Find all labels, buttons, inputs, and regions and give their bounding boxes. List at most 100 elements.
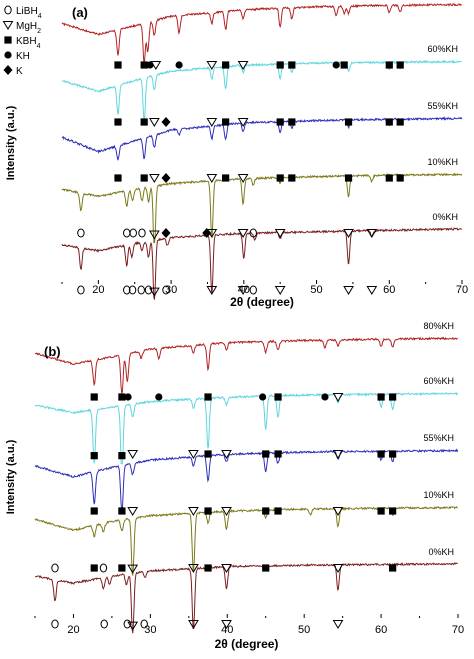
y-axis-label: Intensity (a.u.)	[5, 105, 17, 180]
peak-marker-square	[118, 507, 126, 515]
peak-marker-circle-open	[99, 563, 108, 573]
peak-marker-square	[377, 450, 385, 458]
peak-marker-diamond	[161, 228, 171, 238]
series-label: 60%KH	[423, 376, 454, 386]
peak-marker-circle	[155, 393, 163, 401]
peak-marker-triangle-open	[188, 620, 199, 629]
peak-marker-square	[262, 450, 270, 458]
legend-marker-triangle-open	[2, 21, 14, 30]
peak-marker-square	[140, 61, 148, 69]
peak-marker-square	[385, 61, 393, 69]
peak-marker-triangle-open	[188, 507, 199, 516]
peak-marker-square	[262, 507, 270, 515]
peak-marker-square	[389, 507, 397, 515]
peak-marker-triangle-open	[206, 174, 218, 183]
peak-marker-square	[288, 61, 296, 69]
legend-marker-circle	[4, 51, 12, 59]
peak-marker-triangle-open	[332, 564, 344, 573]
peak-marker-circle-open	[51, 563, 59, 573]
legend-label: KH	[16, 51, 30, 62]
peak-marker-square	[114, 174, 122, 182]
peak-marker-square	[288, 118, 296, 126]
peak-marker-square	[389, 450, 397, 458]
x-axis-label: 2θ (degree)	[230, 295, 294, 309]
peak-marker-triangle-open	[188, 450, 199, 459]
peak-marker-square	[204, 393, 212, 401]
x-tick-label: 40	[238, 284, 250, 296]
x-tick-label: 20	[92, 284, 104, 296]
peak-marker-diamond	[161, 117, 171, 127]
peak-marker-triangle-open	[332, 450, 344, 459]
peak-marker-square	[140, 174, 148, 182]
peak-marker-diamond	[161, 173, 171, 183]
series-10pct-kh: 10%KH	[61, 157, 463, 244]
peak-marker-circle-open	[162, 285, 170, 295]
peak-marker-square	[118, 452, 126, 460]
x-tick-label: 30	[165, 284, 177, 296]
peak-marker-triangle-open	[332, 507, 344, 516]
peak-marker-square	[385, 118, 393, 126]
peak-marker-square	[276, 118, 284, 126]
series-80pct-kh: 80%KH	[34, 321, 459, 402]
peak-marker-circle-open	[77, 228, 85, 238]
peak-marker-square	[222, 61, 230, 69]
peak-marker-circle-open	[77, 285, 85, 295]
legend-marker-square	[4, 36, 12, 44]
peak-marker-triangle-open	[206, 229, 218, 238]
peak-marker-triangle-open	[221, 620, 232, 629]
peak-marker-circle-open	[249, 285, 257, 295]
peak-marker-square	[90, 507, 98, 515]
peak-marker-circle-open	[128, 285, 137, 295]
legend-label-subscript: 2	[37, 28, 41, 35]
legend-label-subscript: 4	[37, 43, 41, 50]
peak-marker-circle-open	[123, 619, 131, 629]
peak-marker-square	[377, 507, 385, 515]
legend-label-subscript: 4	[38, 13, 42, 20]
peak-marker-square	[274, 393, 282, 401]
peak-marker-circle-open	[140, 619, 148, 629]
peak-marker-circle-open	[249, 228, 257, 238]
peak-marker-square	[90, 393, 98, 401]
peak-marker-triangle-open	[221, 507, 232, 516]
series-label: 60%KH	[427, 44, 458, 54]
peak-marker-triangle-open	[206, 61, 218, 70]
x-tick-label: 50	[298, 624, 310, 636]
x-tick-label: 60	[383, 284, 395, 296]
peak-marker-triangle-open	[148, 174, 160, 183]
x-tick-label: 70	[452, 624, 464, 636]
peak-marker-square	[204, 450, 212, 458]
peak-marker-circle	[146, 61, 154, 69]
peak-marker-circle	[259, 393, 267, 401]
peak-marker-circle-open	[100, 619, 108, 629]
peak-marker-circle-open	[123, 228, 131, 238]
x-tick-label: 20	[67, 624, 79, 636]
series-line	[34, 336, 459, 394]
peak-marker-circle	[175, 61, 183, 69]
peak-marker-square	[396, 174, 404, 182]
peak-marker-square	[396, 118, 404, 126]
series-line	[61, 2, 462, 64]
peak-marker-triangle-open	[343, 229, 354, 238]
peak-marker-square	[90, 564, 98, 572]
peak-marker-square	[262, 564, 270, 572]
peak-marker-square	[288, 174, 296, 182]
peak-marker-square	[274, 450, 282, 458]
series-label: 80%KH	[423, 321, 454, 331]
peak-marker-triangle-open	[127, 564, 139, 574]
peak-marker-square	[276, 61, 284, 69]
peak-marker-triangle-open	[237, 286, 249, 295]
peak-marker-triangle-open	[148, 230, 160, 240]
x-tick-label: 30	[144, 624, 156, 636]
peak-marker-circle-open	[144, 285, 153, 295]
peak-marker-circle-open	[137, 285, 145, 295]
peak-marker-triangle-open	[206, 286, 218, 295]
series-55pct-kh: 55%KH	[61, 101, 463, 183]
peak-marker-circle-open	[51, 619, 59, 629]
peak-marker-triangle-open	[188, 564, 199, 573]
peak-marker-square	[344, 174, 353, 182]
peak-marker-circle	[332, 61, 340, 69]
series-0pct-kh: 0%KH	[61, 212, 462, 300]
